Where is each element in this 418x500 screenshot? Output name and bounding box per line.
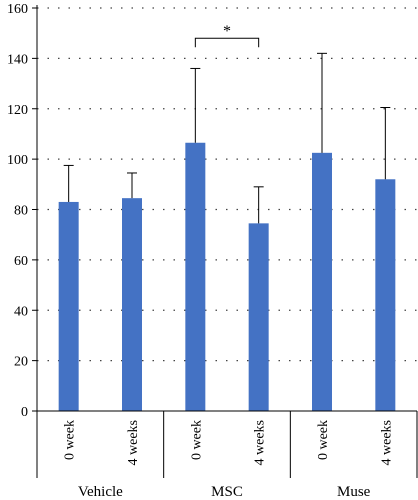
x-category-label: 4 weeks xyxy=(379,420,394,466)
y-tick-label: 100 xyxy=(7,153,28,168)
bar xyxy=(312,152,332,411)
x-group-label: Vehicle xyxy=(78,484,123,500)
annotations: * xyxy=(194,23,260,48)
significance-marker: * xyxy=(223,23,231,40)
x-group-label: Muse xyxy=(337,484,371,500)
x-category-label: 4 weeks xyxy=(126,420,141,466)
y-tick-label: 140 xyxy=(7,52,28,67)
x-group-label: MSC xyxy=(211,484,243,500)
y-tick-label: 40 xyxy=(14,304,28,319)
bar xyxy=(122,198,142,411)
y-tick-label: 80 xyxy=(14,204,28,219)
x-category-label: 4 weeks xyxy=(253,420,268,466)
grid-lines xyxy=(37,7,417,362)
error-bars xyxy=(63,52,391,224)
x-category-label: 0 week xyxy=(316,420,331,460)
axes xyxy=(32,5,418,478)
bar xyxy=(58,201,79,411)
y-tick-label: 160 xyxy=(7,2,28,17)
axis-labels: 0 20 40 60 80 100 120 140 160 0 week 4 weeks 0 week… xyxy=(7,2,394,500)
significance-bracket xyxy=(194,37,260,48)
bar xyxy=(185,142,206,412)
x-category-label: 0 week xyxy=(189,420,204,460)
x-category-label: 0 week xyxy=(63,420,78,460)
y-tick-label: 120 xyxy=(7,103,28,118)
y-tick-label: 0 xyxy=(21,405,28,420)
bars xyxy=(58,142,396,412)
bar xyxy=(375,179,396,411)
y-tick-label: 60 xyxy=(14,254,28,269)
bar xyxy=(248,223,269,411)
y-tick-label: 20 xyxy=(14,355,28,370)
